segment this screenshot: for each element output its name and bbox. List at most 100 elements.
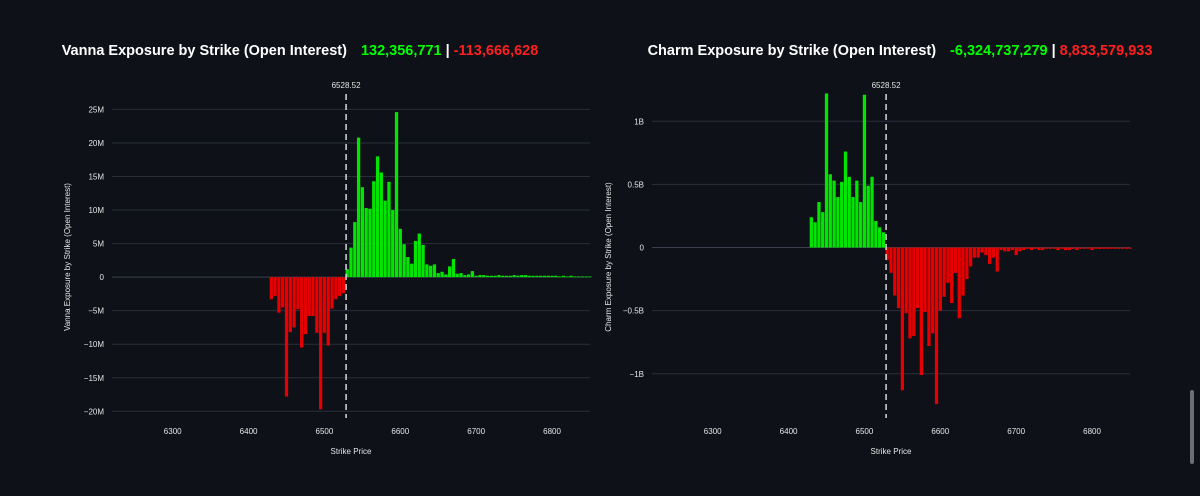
charm-y-tick-label: 0.5B [628, 180, 644, 189]
vanna-bar [417, 233, 421, 278]
vanna-y-tick-label: 25M [88, 105, 104, 114]
charm-bar [961, 247, 965, 296]
charm-x-tick-label: 6300 [704, 427, 722, 436]
vanna-bar [334, 277, 338, 300]
vanna-bar [504, 275, 509, 278]
charm-bar [893, 247, 897, 296]
vanna-y-axis-title: Vanna Exposure by Strike (Open Interest) [63, 183, 72, 331]
charm-bar [1071, 247, 1075, 249]
charm-bar [836, 197, 840, 248]
vanna-bar [303, 277, 308, 335]
page-scrollbar[interactable] [1190, 390, 1194, 464]
vanna-bar [421, 244, 425, 278]
charm-bar [1060, 247, 1064, 249]
charm-bar [889, 247, 893, 273]
vanna-bar [284, 277, 289, 397]
charm-x-tick-label: 6400 [780, 427, 798, 436]
charm-bar [946, 247, 950, 283]
charm-bar [1128, 247, 1132, 249]
charm-bar [1063, 247, 1068, 251]
charm-bar [1018, 247, 1022, 252]
vanna-bar [391, 210, 395, 278]
vanna-bar [349, 247, 353, 278]
vanna-bar [535, 275, 539, 278]
charm-bar [900, 247, 905, 391]
charm-bar [809, 217, 813, 248]
vanna-bar [387, 181, 391, 278]
charm-bar [855, 180, 859, 248]
vanna-bar [360, 187, 365, 278]
charm-bar [862, 94, 867, 248]
charm-bar [969, 247, 973, 267]
vanna-bar [311, 277, 315, 317]
charm-positive-total: -6,324,737,279 [950, 43, 1048, 59]
charm-bar [908, 247, 912, 339]
charm-bar [832, 180, 836, 248]
charm-bar [866, 185, 870, 248]
charm-bar [1033, 247, 1037, 249]
charm-total-separator: | [1051, 43, 1056, 59]
charm-bar [1022, 247, 1026, 251]
vanna-bar [288, 277, 292, 333]
vanna-bar [508, 275, 512, 278]
charm-panel: Charm Exposure by Strike (Open Interest)… [600, 0, 1200, 496]
vanna-x-tick-label: 6800 [543, 427, 561, 436]
charm-bar [896, 247, 901, 309]
vanna-bar [432, 264, 437, 278]
vanna-bar [372, 181, 376, 278]
charm-y-tick-label: 0 [640, 244, 645, 253]
charm-x-tick-label: 6500 [856, 427, 874, 436]
charm-bar [1113, 247, 1117, 249]
charm-negative-total: 8,833,579,933 [1059, 43, 1153, 59]
charm-bar [923, 247, 927, 312]
charm-bar [1041, 247, 1045, 251]
vanna-bar [353, 222, 357, 278]
charm-bar [824, 93, 829, 248]
charm-bar [1006, 247, 1011, 252]
vanna-bar [440, 271, 444, 278]
charm-bar [1014, 247, 1018, 256]
vanna-bar [459, 273, 463, 278]
charm-bar [991, 247, 996, 258]
vanna-bar [455, 273, 459, 278]
vanna-x-tick-label: 6500 [316, 427, 334, 436]
charm-bar [847, 176, 851, 248]
vanna-bar [561, 275, 566, 278]
charm-bar [1067, 247, 1071, 251]
vanna-y-tick-label: −15M [84, 374, 105, 383]
charm-chart[interactable]: 1B 0.5B 0 −0.5B −1B 6300 6400 6500 6600 6700 6800 6… [600, 0, 1200, 496]
vanna-bar [345, 269, 349, 278]
vanna-bar [546, 275, 550, 278]
charm-y-axis-title: Charm Exposure by Strike (Open Interest) [604, 182, 613, 332]
vanna-bar [444, 274, 448, 278]
vanna-chart[interactable]: 25M 20M 15M 10M 5M 0 −5M −10M −15M −20M 6300 6400 65… [0, 0, 600, 496]
vanna-bar [565, 276, 569, 278]
charm-bar [1101, 247, 1106, 249]
charm-bar [904, 247, 908, 314]
charm-bar [950, 247, 954, 304]
vanna-y-tick-label: 10M [88, 206, 104, 215]
vanna-x-tick-label: 6600 [391, 427, 409, 436]
vanna-bar [429, 265, 433, 278]
charm-bar [1003, 247, 1007, 252]
vanna-y-tick-label: 0 [100, 273, 105, 282]
charm-bar [1025, 247, 1030, 249]
vanna-x-tick-label: 6700 [467, 427, 485, 436]
charm-bar [1029, 247, 1033, 251]
vanna-bar [584, 276, 588, 278]
charm-bar [1098, 247, 1102, 249]
charm-bar [1094, 247, 1098, 249]
vanna-x-tick-label: 6400 [240, 427, 258, 436]
vanna-title-row: Vanna Exposure by Strike (Open Interest)… [0, 40, 600, 62]
vanna-bar [319, 277, 323, 410]
vanna-bar [478, 275, 482, 278]
vanna-bar [463, 275, 467, 278]
vanna-panel: Vanna Exposure by Strike (Open Interest)… [0, 0, 600, 496]
vanna-bar [554, 275, 558, 278]
vanna-bar [485, 275, 490, 278]
charm-bar [931, 247, 935, 334]
vanna-bar [448, 266, 452, 278]
charm-bar [1086, 247, 1090, 249]
charm-bar [984, 247, 988, 256]
vanna-bar [402, 244, 406, 278]
